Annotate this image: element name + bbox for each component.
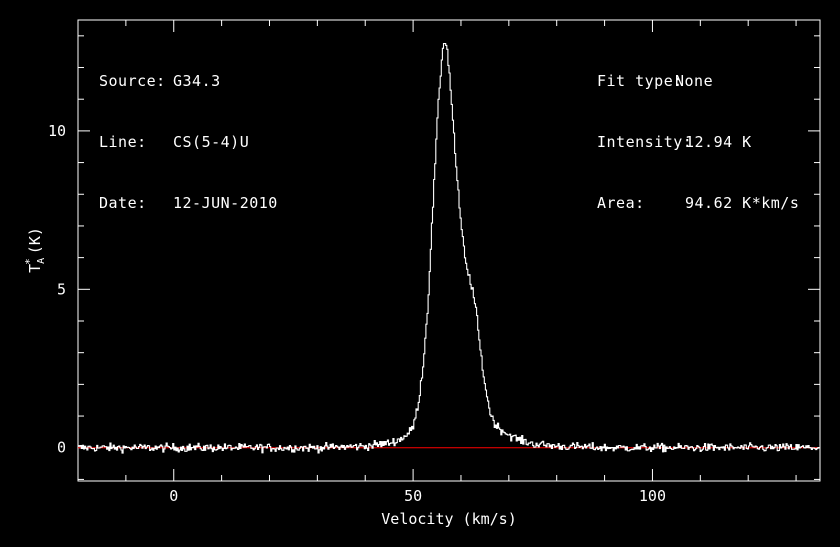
info-key: Source: (99, 72, 166, 90)
info-value: 12-JUN-2010 (173, 194, 278, 212)
axis-tick-labels: 0 50 100 0 5 10 (48, 122, 666, 505)
info-value: G34.3 (173, 72, 221, 90)
info-left: Source: G34.3 Line: CS(5-4)U Date: 12-JUN-2… (99, 36, 278, 230)
axis-ticks (77, 20, 820, 481)
x-tick-label: 100 (639, 487, 666, 505)
info-right: Fit type:None Intensity:12.94 K Area: 94.… (597, 36, 799, 230)
x-axis-label: Velocity (km/s) (381, 510, 516, 528)
info-key: Intensity: (597, 133, 693, 151)
info-row-date: Date: 12-JUN-2010 (99, 194, 278, 212)
info-row-intensity: Intensity:12.94 K (597, 133, 799, 151)
x-tick-label: 50 (404, 487, 422, 505)
info-value: None (675, 72, 714, 90)
y-tick-label: 0 (57, 439, 66, 457)
x-tick-label: 0 (169, 487, 178, 505)
info-value: 94.62 K*km/s (685, 194, 800, 212)
info-row-line: Line: CS(5-4)U (99, 133, 278, 151)
info-key: Area: (597, 194, 645, 212)
info-row-source: Source: G34.3 (99, 72, 278, 90)
y-tick-label: 10 (48, 122, 66, 140)
y-axis-label: TA*(K) (23, 227, 47, 273)
info-key: Fit type: (597, 72, 683, 90)
info-value: 12.94 K (685, 133, 752, 151)
info-row-area: Area: 94.62 K*km/s (597, 194, 799, 212)
info-key: Date: (99, 194, 147, 212)
info-key: Line: (99, 133, 147, 151)
info-value: CS(5-4)U (173, 133, 250, 151)
spectrum-line (78, 42, 820, 454)
y-tick-label: 5 (57, 280, 66, 298)
info-row-fit-type: Fit type:None (597, 72, 799, 90)
plot-frame (77, 19, 821, 482)
